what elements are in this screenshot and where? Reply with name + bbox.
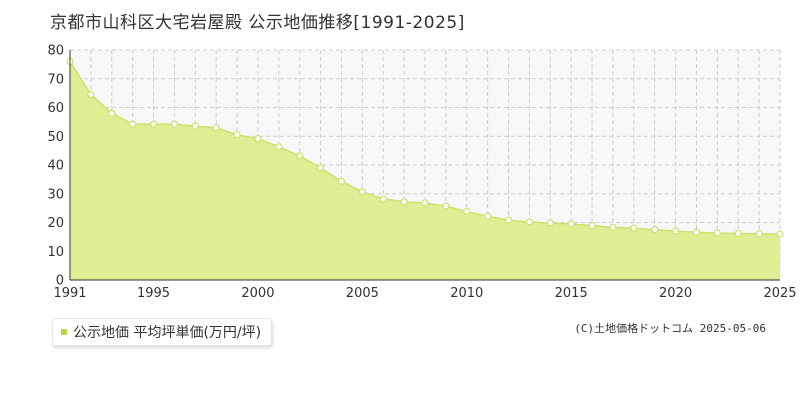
y-tick-label: 0: [56, 274, 64, 289]
data-point: [546, 219, 554, 227]
data-point: [504, 216, 513, 224]
legend-label: 公示地価 平均坪単価(万円/坪): [73, 325, 262, 341]
data-point: [421, 199, 429, 207]
data-points: [66, 57, 784, 238]
data-point: [316, 164, 325, 172]
data-point: [358, 188, 366, 196]
data-point: [651, 226, 659, 234]
x-tick-labels: 1991 1995 2000 2005 2010 2015 2020 2025: [53, 286, 796, 301]
y-tick-label: 40: [47, 159, 64, 174]
data-point: [337, 177, 346, 185]
y-tick-labels: 0 10 20 30 40 50 60 70 80: [47, 44, 64, 289]
data-point: [463, 207, 471, 216]
legend: 公示地価 平均坪単価(万円/坪): [52, 318, 273, 346]
data-point: [630, 224, 638, 232]
data-point: [588, 222, 596, 230]
data-point: [713, 229, 721, 237]
data-point: [129, 120, 137, 128]
x-tick-label: 1991: [53, 286, 86, 301]
data-point: [734, 229, 742, 238]
area-fill: [70, 61, 780, 280]
data-point: [149, 120, 158, 128]
data-point: [108, 109, 116, 117]
data-point: [379, 195, 387, 203]
x-tick-label: 2005: [346, 286, 379, 301]
data-point: [296, 152, 304, 160]
data-point: [671, 227, 680, 235]
data-point: [191, 122, 199, 130]
y-tick-label: 10: [47, 245, 64, 260]
y-tick-label: 80: [47, 44, 64, 59]
y-tick-label: 20: [47, 216, 64, 231]
legend-swatch: [61, 329, 67, 335]
x-tick-label: 2020: [659, 286, 692, 301]
y-tick-label: 70: [47, 72, 64, 87]
data-point: [87, 90, 95, 99]
y-tick-label: 50: [47, 130, 64, 145]
data-point: [609, 223, 617, 231]
data-point: [776, 230, 784, 238]
data-point: [400, 198, 408, 206]
data-point: [755, 230, 763, 238]
x-tick-label: 2015: [555, 286, 588, 301]
y-tick-label: 60: [47, 101, 64, 116]
copyright-text: (C)土地価格ドットコム 2025-05-06: [574, 322, 766, 335]
data-point: [525, 218, 534, 226]
data-point: [254, 134, 262, 143]
data-point: [442, 202, 450, 210]
data-point: [567, 220, 575, 228]
x-tick-label: 2025: [763, 286, 796, 301]
data-point: [233, 131, 241, 139]
chart-title: 京都市山科区大宅岩屋殿 公示地価推移[1991-2025]: [50, 13, 465, 33]
data-point: [692, 228, 701, 236]
x-tick-label: 2000: [241, 286, 274, 301]
data-point: [212, 124, 220, 132]
data-point: [484, 212, 492, 220]
x-tick-label: 2010: [450, 286, 483, 301]
x-tick-label: 1995: [137, 286, 170, 301]
data-point: [275, 143, 283, 151]
data-point: [170, 120, 179, 128]
y-tick-label: 30: [47, 187, 64, 202]
